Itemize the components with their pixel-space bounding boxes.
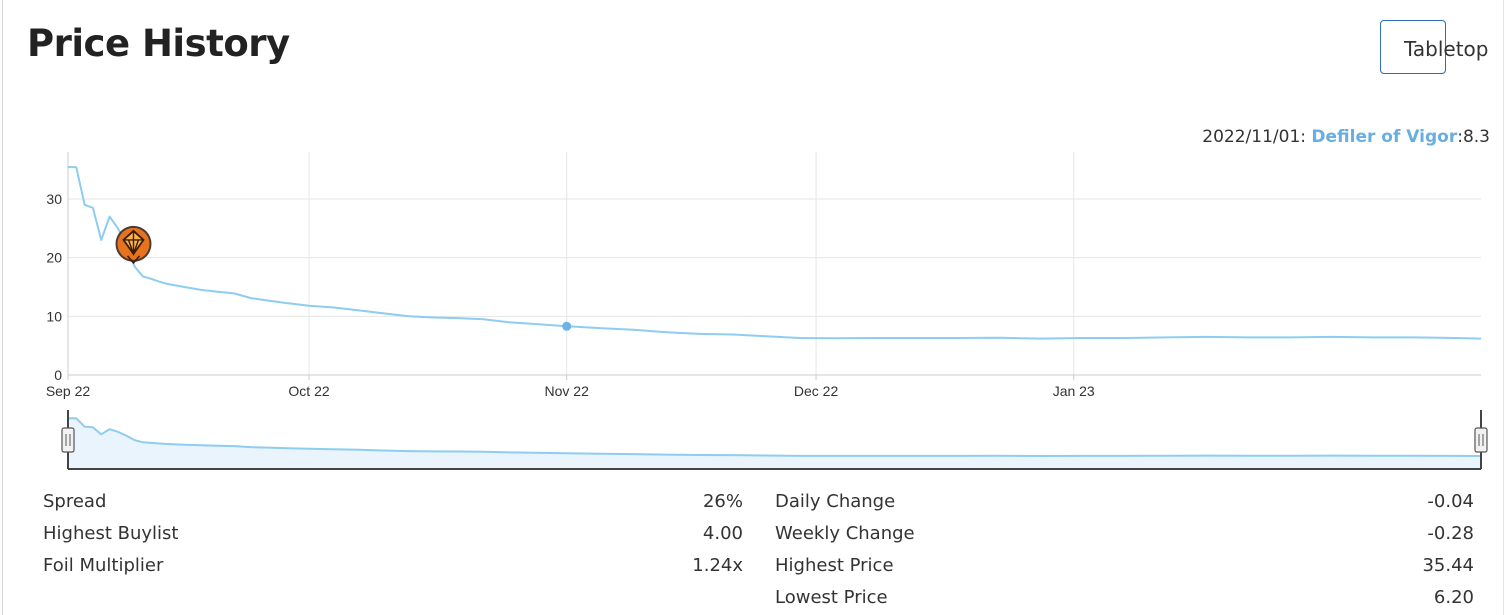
navigator-left-handle-icon[interactable] [61,427,75,453]
y-tick-label: 20 [46,250,62,266]
tooltip-date: 2022/11/01 [1202,127,1301,147]
page-title: Price History [27,22,290,65]
format-toggle-button[interactable] [1380,20,1446,74]
marker-gem-facets [123,230,144,256]
stat-value: -0.04 [1427,491,1474,512]
price-history-chart[interactable]: 0 10 20 30 Sep 22 Oct 22 Nov 22 Dec 22 Jan 23 [0,0,1505,480]
stat-row-weekly-change: Weekly Change -0.28 [775,520,1474,548]
stat-row-foil-multiplier: Foil Multiplier 1.24x [43,552,743,580]
stat-value: 26% [702,491,743,512]
x-tick-label: Oct 22 [288,383,329,399]
stat-label: Foil Multiplier [43,555,164,576]
stat-label: Daily Change [775,491,896,512]
y-tick-label: 0 [54,367,62,383]
navigator-right-handle-icon[interactable] [1474,427,1488,453]
stat-row-highest-price: Highest Price 35.44 [775,552,1474,580]
marker-gem-tail [126,255,141,265]
format-toggle-label[interactable]: Tabletop [1404,37,1489,61]
handle-grip [1474,427,1488,453]
stat-value: 35.44 [1422,555,1474,576]
stat-row-lowest-price: Lowest Price 6.20 [775,584,1474,612]
stat-value: 4.00 [702,523,743,544]
range-navigator[interactable] [61,410,1488,470]
stat-label: Highest Buylist [43,523,179,544]
tooltip-price: 8.3 [1462,127,1490,147]
stats-right: Daily Change -0.04 Weekly Change -0.28 H… [775,488,1474,612]
chart-series [67,166,1482,340]
stat-label: Spread [43,491,107,512]
x-tick-label: Sep 22 [46,383,91,399]
set-release-marker-icon [115,225,152,265]
tooltip-card-name[interactable]: Defiler of Vigor [1311,127,1458,147]
navigator-series-line [67,417,1482,458]
navigator-area [68,418,1481,469]
stat-label: Weekly Change [775,523,915,544]
stat-value: 6.20 [1433,587,1474,608]
panel-left-border [2,0,3,615]
highlight-point [562,321,572,331]
y-tick-label: 30 [46,191,62,207]
chart-gridlines [68,152,1481,375]
x-tick-label: Dec 22 [794,383,839,399]
price-series-line [67,166,1482,340]
y-tick-label: 10 [46,308,62,324]
stat-value: -0.28 [1427,523,1474,544]
stats-left: Spread 26% Highest Buylist 4.00 Foil Mul… [43,488,743,578]
chart-markers [115,225,572,331]
handle-grip [61,427,75,453]
stat-value: 1.24x [692,555,743,576]
stat-row-daily-change: Daily Change -0.04 [775,488,1474,516]
x-tick-label: Nov 22 [545,383,590,399]
chart-axes: 0 10 20 30 Sep 22 Oct 22 Nov 22 Dec 22 Jan 23 [46,152,1481,399]
stat-label: Lowest Price [775,587,888,608]
panel-right-border [1503,0,1504,615]
chart-tooltip: 2022/11/01: Defiler of Vigor:8.3 [1202,127,1490,147]
x-tick-label: Jan 23 [1053,383,1095,399]
stat-row-spread: Spread 26% [43,488,743,516]
stat-row-highest-buylist: Highest Buylist 4.00 [43,520,743,548]
stat-label: Highest Price [775,555,894,576]
